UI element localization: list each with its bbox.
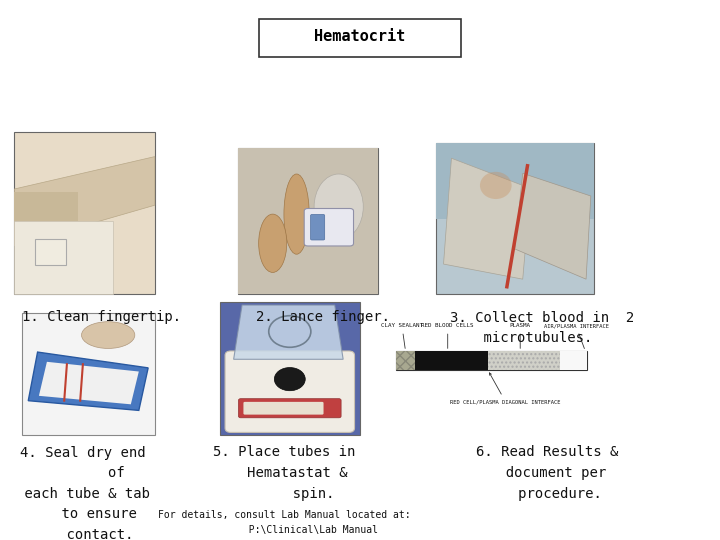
Text: 2. Lance finger.: 2. Lance finger.: [256, 310, 390, 325]
FancyBboxPatch shape: [304, 208, 354, 246]
Text: PLASMA: PLASMA: [510, 323, 531, 348]
Bar: [487, 351, 560, 369]
Polygon shape: [28, 352, 148, 410]
Bar: [396, 351, 415, 369]
Text: 5. Place tubes in
   Hematastat &
       spin.: 5. Place tubes in Hematastat & spin.: [213, 446, 356, 501]
Bar: [392, 313, 590, 416]
Bar: [14, 192, 78, 221]
Bar: [238, 148, 378, 294]
Ellipse shape: [284, 174, 309, 254]
Text: CLAY SEALANT: CLAY SEALANT: [381, 323, 423, 348]
FancyBboxPatch shape: [243, 402, 323, 415]
Text: Hematocrit: Hematocrit: [315, 29, 405, 44]
Text: AIR/PLASMA INTERFACE: AIR/PLASMA INTERFACE: [544, 323, 608, 348]
Bar: [396, 351, 415, 369]
Bar: [14, 132, 155, 294]
Text: For details, consult Lab Manual located at:
          P:\Clinical\Lab Manual: For details, consult Lab Manual located …: [158, 510, 410, 535]
Polygon shape: [39, 362, 139, 404]
Polygon shape: [14, 157, 155, 246]
Ellipse shape: [81, 322, 135, 348]
Text: 1. Clean fingertip.: 1. Clean fingertip.: [22, 310, 181, 325]
Polygon shape: [233, 305, 343, 359]
FancyBboxPatch shape: [259, 19, 461, 57]
Polygon shape: [14, 221, 112, 294]
Text: RED BLOOD CELLS: RED BLOOD CELLS: [421, 323, 474, 348]
Bar: [35, 239, 66, 265]
Bar: [220, 302, 360, 435]
Ellipse shape: [314, 174, 364, 240]
Text: 4. Seal dry end
        of
 each tube & tab
    to ensure
    contact.: 4. Seal dry end of each tube & tab to en…: [16, 446, 150, 540]
Bar: [436, 143, 594, 294]
Ellipse shape: [258, 214, 287, 272]
FancyBboxPatch shape: [238, 399, 341, 418]
Circle shape: [274, 368, 305, 391]
Ellipse shape: [480, 172, 512, 199]
Bar: [560, 351, 587, 369]
Bar: [396, 351, 587, 369]
Polygon shape: [444, 158, 531, 279]
Bar: [238, 148, 378, 294]
Bar: [415, 351, 487, 369]
FancyBboxPatch shape: [225, 351, 354, 433]
Text: 6. Read Results &
  document per
   procedure.: 6. Read Results & document per procedure…: [476, 446, 618, 501]
Text: RED CELL/PLASMA DIAGONAL INTERFACE: RED CELL/PLASMA DIAGONAL INTERFACE: [450, 373, 561, 404]
Text: 3. Collect blood in  2
    microtubules.: 3. Collect blood in 2 microtubules.: [450, 310, 634, 345]
Bar: [22, 313, 155, 435]
Bar: [487, 351, 560, 369]
Polygon shape: [515, 173, 591, 279]
Bar: [436, 143, 594, 219]
FancyBboxPatch shape: [310, 214, 325, 240]
